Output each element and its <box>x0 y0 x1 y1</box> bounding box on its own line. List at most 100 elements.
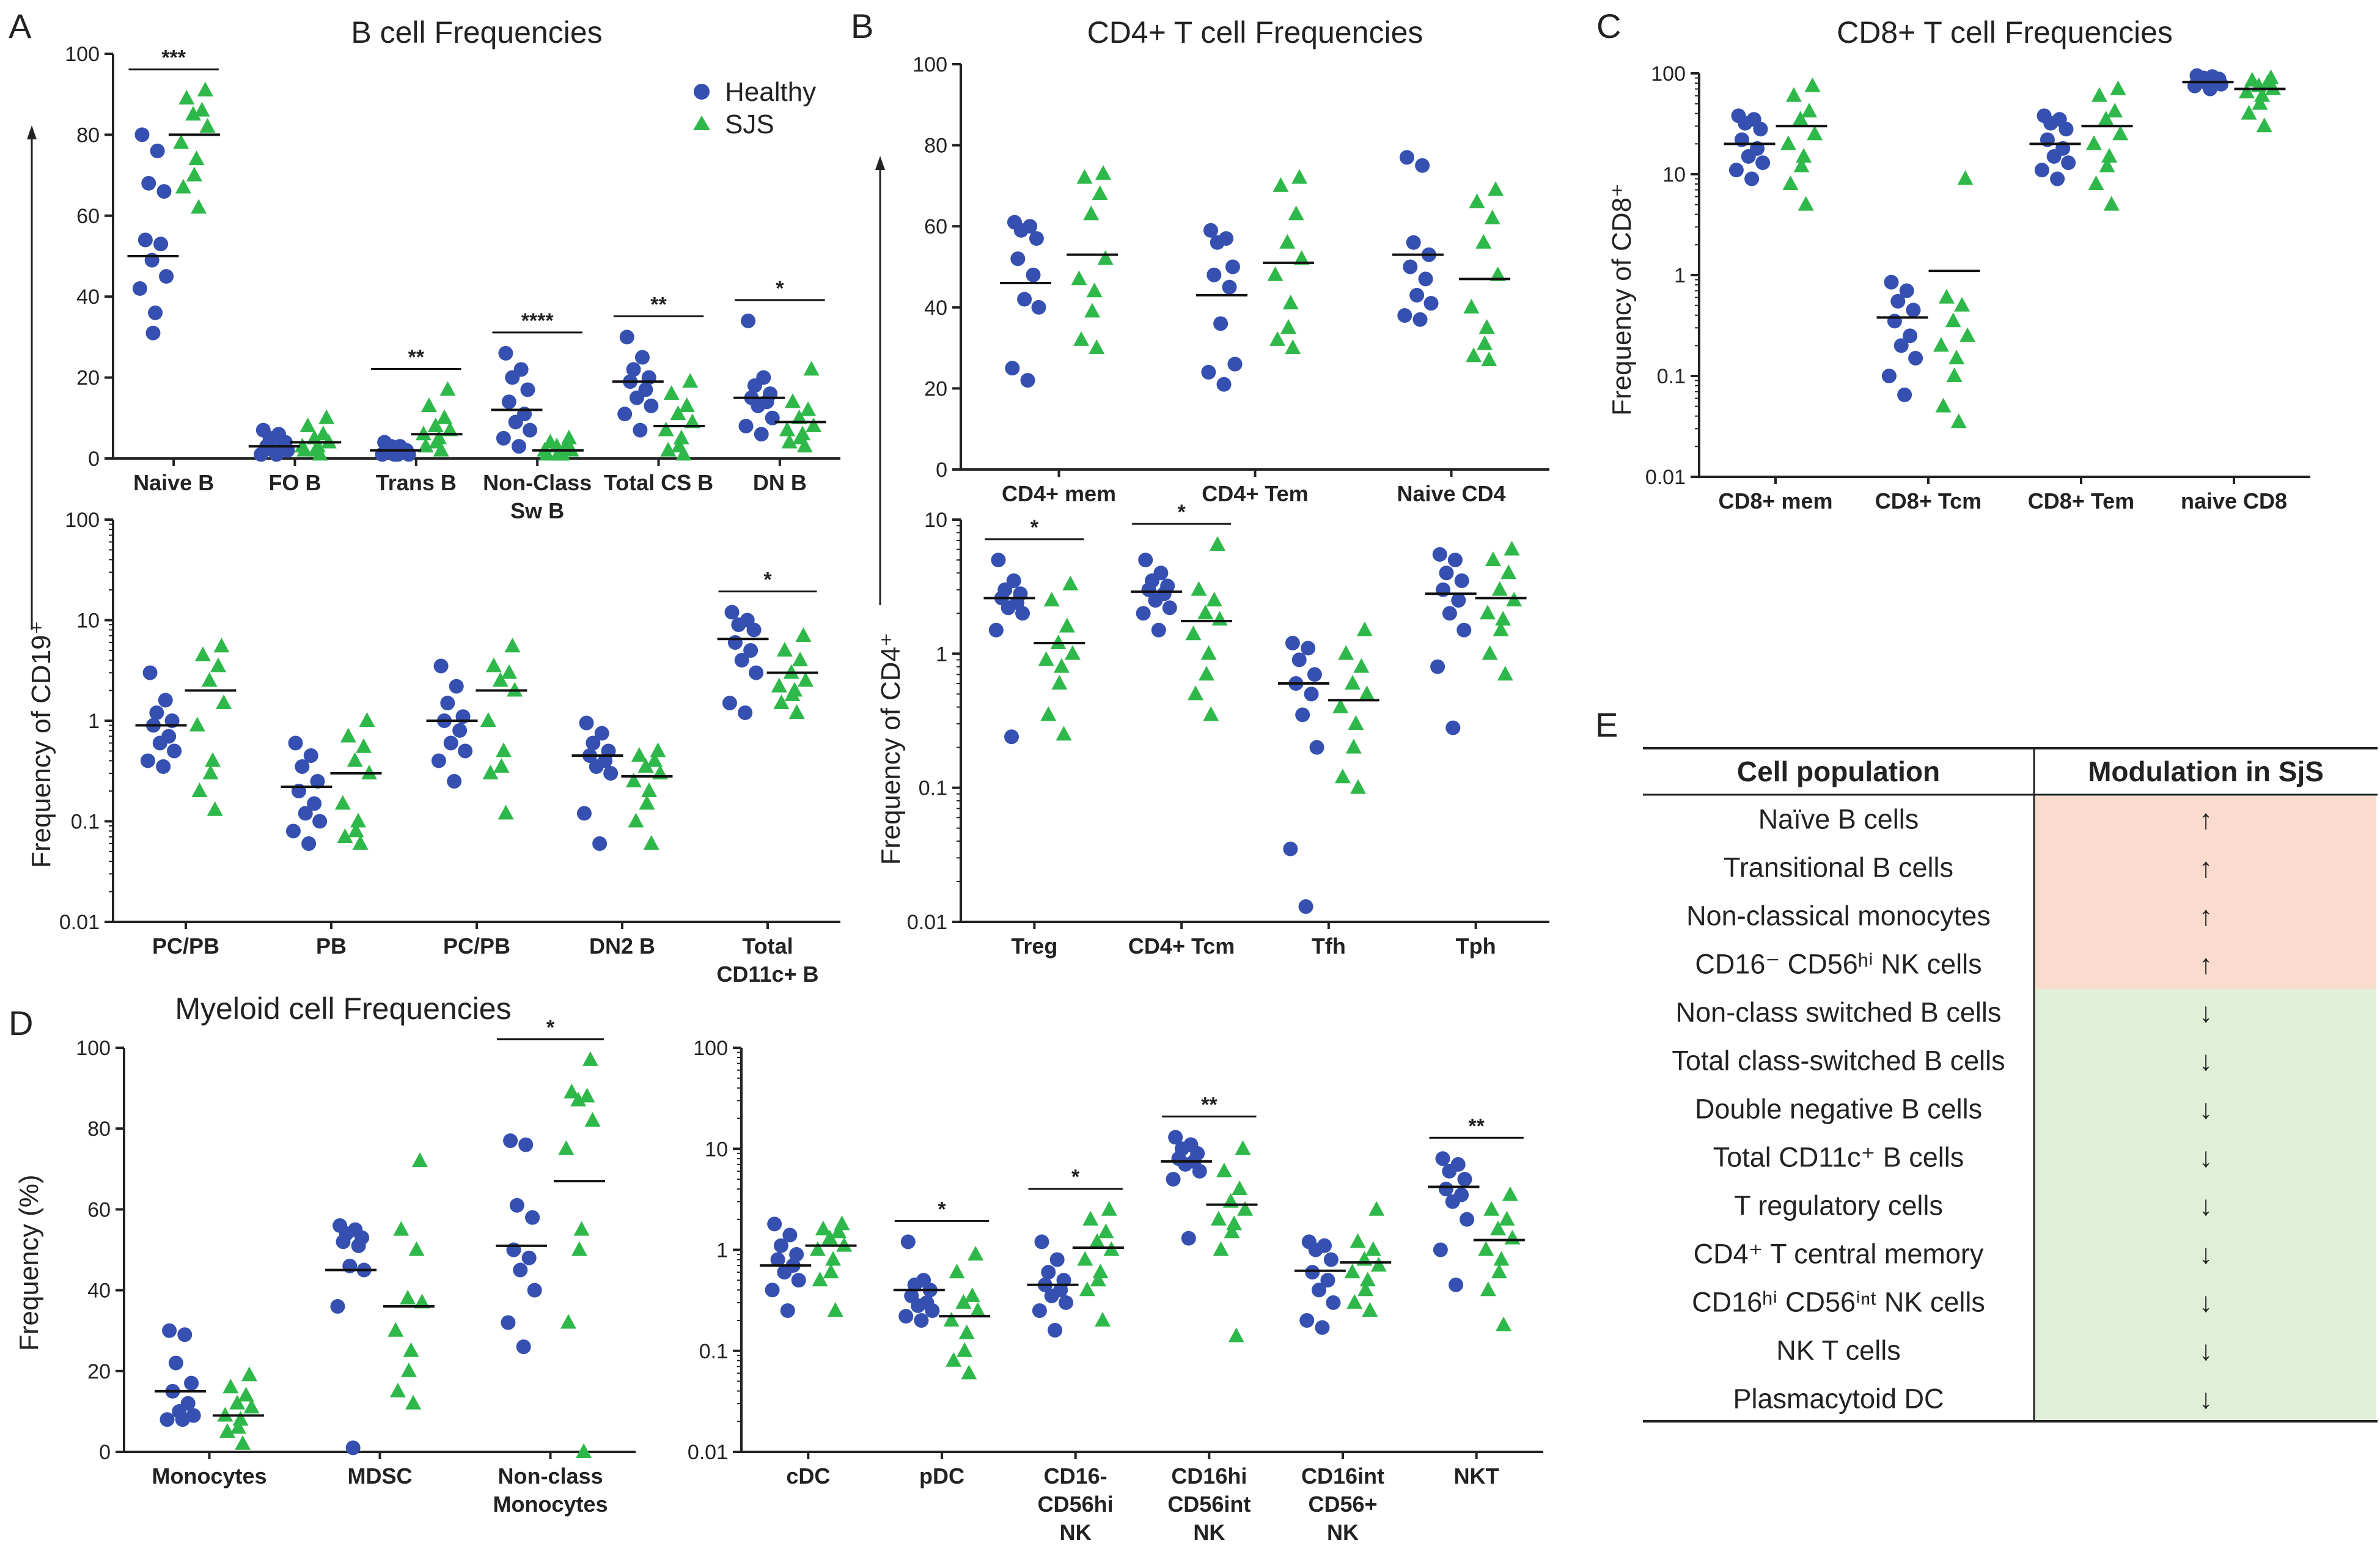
point-healthy <box>159 269 174 284</box>
point-sjs <box>1206 592 1222 607</box>
point-healthy <box>633 422 648 438</box>
y-tick-label: 100 <box>65 509 100 532</box>
point-healthy <box>513 1262 528 1278</box>
point-sjs <box>2256 117 2272 133</box>
point-healthy <box>780 1303 795 1318</box>
point-healthy <box>925 1303 940 1318</box>
point-healthy <box>644 398 659 413</box>
point-sjs <box>796 438 813 453</box>
point-healthy <box>1451 593 1466 608</box>
y-arrow-a-head <box>27 125 37 139</box>
table-cell-population: Total class-switched B cells <box>1672 1045 2005 1077</box>
point-sjs <box>1199 666 1215 681</box>
point-healthy <box>336 1234 351 1250</box>
point-healthy <box>579 715 594 731</box>
point-sjs <box>1493 1251 1510 1266</box>
point-sjs <box>1780 135 1796 150</box>
point-healthy <box>288 735 303 751</box>
point-sjs <box>825 1251 842 1266</box>
point-sjs <box>389 1382 406 1397</box>
x-category-label: Non-class <box>498 1463 603 1489</box>
point-healthy <box>1908 350 1923 366</box>
point-sjs <box>393 1221 410 1236</box>
point-sjs <box>504 638 521 653</box>
point-healthy <box>1305 1265 1320 1280</box>
table-cell-arrow-up: ↑ <box>2199 900 2213 932</box>
point-healthy <box>586 735 601 751</box>
y-tick-label: 0.1 <box>919 777 947 800</box>
point-sjs <box>2254 87 2271 102</box>
point-sjs <box>1496 1316 1512 1331</box>
point-sjs <box>202 765 219 780</box>
point-healthy <box>1433 1242 1448 1257</box>
point-healthy <box>1899 283 1914 298</box>
point-sjs <box>352 834 369 850</box>
point-healthy <box>298 806 313 821</box>
point-healthy <box>150 143 165 158</box>
point-sjs <box>1948 349 1965 364</box>
table-cell-population: CD16⁻ CD56ʰⁱ NK cells <box>1695 949 1981 980</box>
point-healthy <box>743 643 758 658</box>
point-sjs <box>576 1443 592 1458</box>
point-sjs <box>1279 234 1296 249</box>
point-sjs <box>795 627 812 642</box>
point-sjs <box>1353 658 1370 673</box>
point-sjs <box>560 1314 576 1329</box>
point-sjs <box>571 1241 587 1256</box>
point-sjs <box>791 409 807 424</box>
point-sjs <box>1285 339 1301 355</box>
point-sjs <box>2088 175 2104 190</box>
point-healthy <box>1415 158 1430 173</box>
point-sjs <box>205 752 221 767</box>
point-healthy <box>1323 1252 1339 1267</box>
point-healthy <box>1457 1171 1472 1187</box>
x-category-label: MDSC <box>348 1463 413 1489</box>
point-sjs <box>1185 625 1202 641</box>
point-healthy <box>2046 149 2062 164</box>
point-healthy <box>1906 303 1921 318</box>
point-healthy <box>1225 259 1240 274</box>
point-sjs <box>1211 611 1228 626</box>
point-healthy <box>1222 279 1237 295</box>
point-healthy <box>727 635 743 650</box>
point-sjs <box>1950 413 1967 429</box>
y-tick-label: 80 <box>87 1117 111 1141</box>
point-sjs <box>1345 674 1361 690</box>
point-healthy <box>1138 553 1153 568</box>
point-sjs <box>815 1220 831 1235</box>
table-cell-arrow-down: ↓ <box>2199 1190 2213 1221</box>
y-tick-label: 40 <box>76 285 100 309</box>
chart-cd4-linear: CD4+ T cell Frequencies 0 20 40 60 80 100 CD4+ … <box>913 15 1549 506</box>
point-healthy <box>431 753 446 768</box>
point-healthy <box>738 705 753 720</box>
point-sjs <box>946 1352 962 1367</box>
y-tick-label: 1 <box>716 1239 728 1262</box>
point-healthy <box>310 774 325 789</box>
y-tick-label: 100 <box>76 1037 111 1060</box>
point-sjs <box>1489 266 1506 281</box>
point-sjs <box>1463 298 1480 314</box>
point-healthy <box>1309 740 1324 755</box>
point-healthy <box>1438 1182 1453 1197</box>
point-sjs <box>1089 339 1105 355</box>
point-healthy <box>140 753 155 768</box>
point-healthy <box>458 743 473 759</box>
x-category-label: CD8+ Tem <box>2028 488 2134 513</box>
point-healthy <box>1890 293 1906 309</box>
x-category-label: NK <box>1327 1520 1359 1545</box>
point-sjs <box>1076 169 1093 184</box>
point-sjs <box>1365 1241 1381 1256</box>
point-healthy <box>1210 235 1225 250</box>
up-region-bg <box>2035 796 2376 989</box>
point-healthy <box>1456 622 1472 638</box>
table-cell-population: CD16ʰⁱ CD56ⁱⁿᵗ NK cells <box>1692 1287 1985 1318</box>
point-healthy <box>898 1309 914 1324</box>
x-category-label: CD11c+ B <box>716 962 818 987</box>
point-sjs <box>436 409 453 424</box>
x-category-label: CD16- <box>1044 1463 1107 1489</box>
point-sjs <box>411 1152 428 1168</box>
point-sjs <box>792 651 809 666</box>
point-sjs <box>1213 1241 1229 1256</box>
point-healthy <box>1031 300 1046 315</box>
x-category-label: naive CD8 <box>2181 488 2287 513</box>
